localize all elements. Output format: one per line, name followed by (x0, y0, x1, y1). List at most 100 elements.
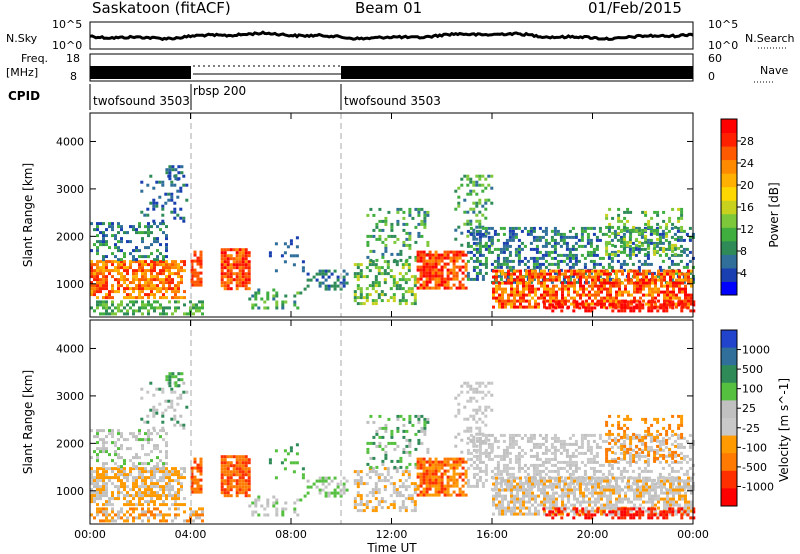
heatmap-cell (586, 226, 590, 230)
heatmap-cell (452, 490, 456, 494)
heatmap-cell (96, 510, 99, 514)
heatmap-cell (570, 269, 573, 273)
heatmap-cell (152, 414, 156, 418)
heatmap-cell (567, 293, 570, 297)
heatmap-cell (135, 246, 138, 250)
heatmap-cell (690, 284, 693, 288)
heatmap-cell (168, 177, 172, 181)
heatmap-cell (568, 463, 572, 467)
heatmap-cell (670, 433, 674, 437)
heatmap-cell (682, 250, 686, 254)
heatmap-cell (547, 250, 551, 254)
heatmap-cell (369, 414, 373, 418)
heatmap-cell (657, 272, 660, 276)
heatmap-cell (129, 263, 132, 267)
heatmap-cell (153, 491, 156, 495)
heatmap-cell (93, 278, 96, 282)
heatmap-cell (241, 482, 245, 486)
heatmap-cell (241, 278, 245, 282)
heatmap-cell (481, 189, 485, 193)
heatmap-cell (378, 237, 382, 241)
heatmap-cell (111, 263, 114, 267)
heatmap-cell (369, 207, 373, 211)
heatmap-cell (676, 229, 680, 233)
heatmap-cell (496, 466, 500, 470)
heatmap-cell (190, 280, 194, 284)
heatmap-cell (220, 278, 224, 282)
heatmap-cell (144, 260, 147, 264)
heatmap-cell (306, 479, 310, 483)
heatmap-cell (229, 479, 233, 483)
heatmap-cell (102, 296, 105, 300)
heatmap-cell (625, 262, 629, 266)
heatmap-cell (498, 506, 501, 510)
heatmap-cell (443, 457, 447, 461)
heatmap-cell (502, 241, 506, 245)
heatmap-cell (680, 228, 684, 232)
heatmap-cell (165, 255, 168, 259)
heatmap-cell (410, 509, 414, 513)
heatmap-cell (138, 309, 141, 313)
heatmap-cell (96, 470, 99, 474)
heatmap-cell (389, 269, 393, 273)
heatmap-cell (165, 482, 168, 486)
heatmap-cell (315, 278, 319, 282)
heatmap-cell (141, 278, 144, 282)
heatmap-cell (114, 462, 117, 466)
heatmap-cell (541, 253, 545, 257)
heatmap-cell (158, 387, 162, 391)
heatmap-cell (168, 269, 171, 273)
heatmap-cell (628, 451, 632, 455)
heatmap-cell (220, 275, 224, 279)
heatmap-cell (659, 303, 663, 307)
heatmap-cell (619, 265, 623, 269)
heatmap-cell (496, 439, 500, 443)
heatmap-cell (478, 241, 482, 245)
heatmap-cell (496, 253, 500, 257)
heatmap-cell (501, 302, 504, 306)
heatmap-cell (443, 490, 447, 494)
heatmap-cell (490, 469, 494, 473)
heatmap-cell (193, 283, 197, 287)
heatmap-cell (556, 259, 560, 263)
heatmap-cell (293, 507, 297, 511)
heatmap-cell (395, 263, 399, 267)
heatmap-cell (454, 228, 458, 232)
heatmap-cell (443, 265, 447, 269)
heatmap-cell (402, 423, 406, 427)
heatmap-cell (516, 284, 519, 288)
heatmap-cell (553, 439, 557, 443)
heatmap-cell (544, 433, 548, 437)
heatmap-cell (251, 501, 255, 505)
heatmap-cell (610, 256, 614, 260)
heatmap-cell (180, 260, 183, 264)
power-heatmap (90, 165, 696, 316)
heatmap-cell (621, 293, 624, 297)
heatmap-cell (596, 303, 600, 307)
heatmap-cell (416, 256, 420, 260)
heatmap-cell (546, 290, 549, 294)
heatmap-cell (613, 451, 617, 455)
heatmap-cell (687, 302, 690, 306)
heatmap-cell (371, 509, 375, 513)
heatmap-cell (333, 488, 337, 492)
heatmap-cell (165, 488, 168, 492)
heatmap-cell (618, 305, 621, 309)
heatmap-cell (452, 259, 456, 263)
heatmap-cell (675, 302, 678, 306)
heatmap-cell (472, 414, 476, 418)
heatmap-cell (223, 284, 227, 288)
heatmap-cell (547, 460, 551, 464)
heatmap-cell (618, 269, 621, 273)
heatmap-cell (484, 207, 488, 211)
station-title: Saskatoon (fitACF) (92, 0, 231, 17)
heatmap-cell (195, 516, 198, 520)
heatmap-cell (199, 469, 203, 473)
heatmap-cell (378, 444, 382, 448)
heatmap-cell (226, 248, 230, 252)
heatmap-cell (93, 485, 96, 489)
heatmap-cell (622, 268, 626, 272)
heatmap-cell (508, 253, 512, 257)
heatmap-cell (176, 402, 180, 406)
heatmap-cell (362, 296, 366, 300)
